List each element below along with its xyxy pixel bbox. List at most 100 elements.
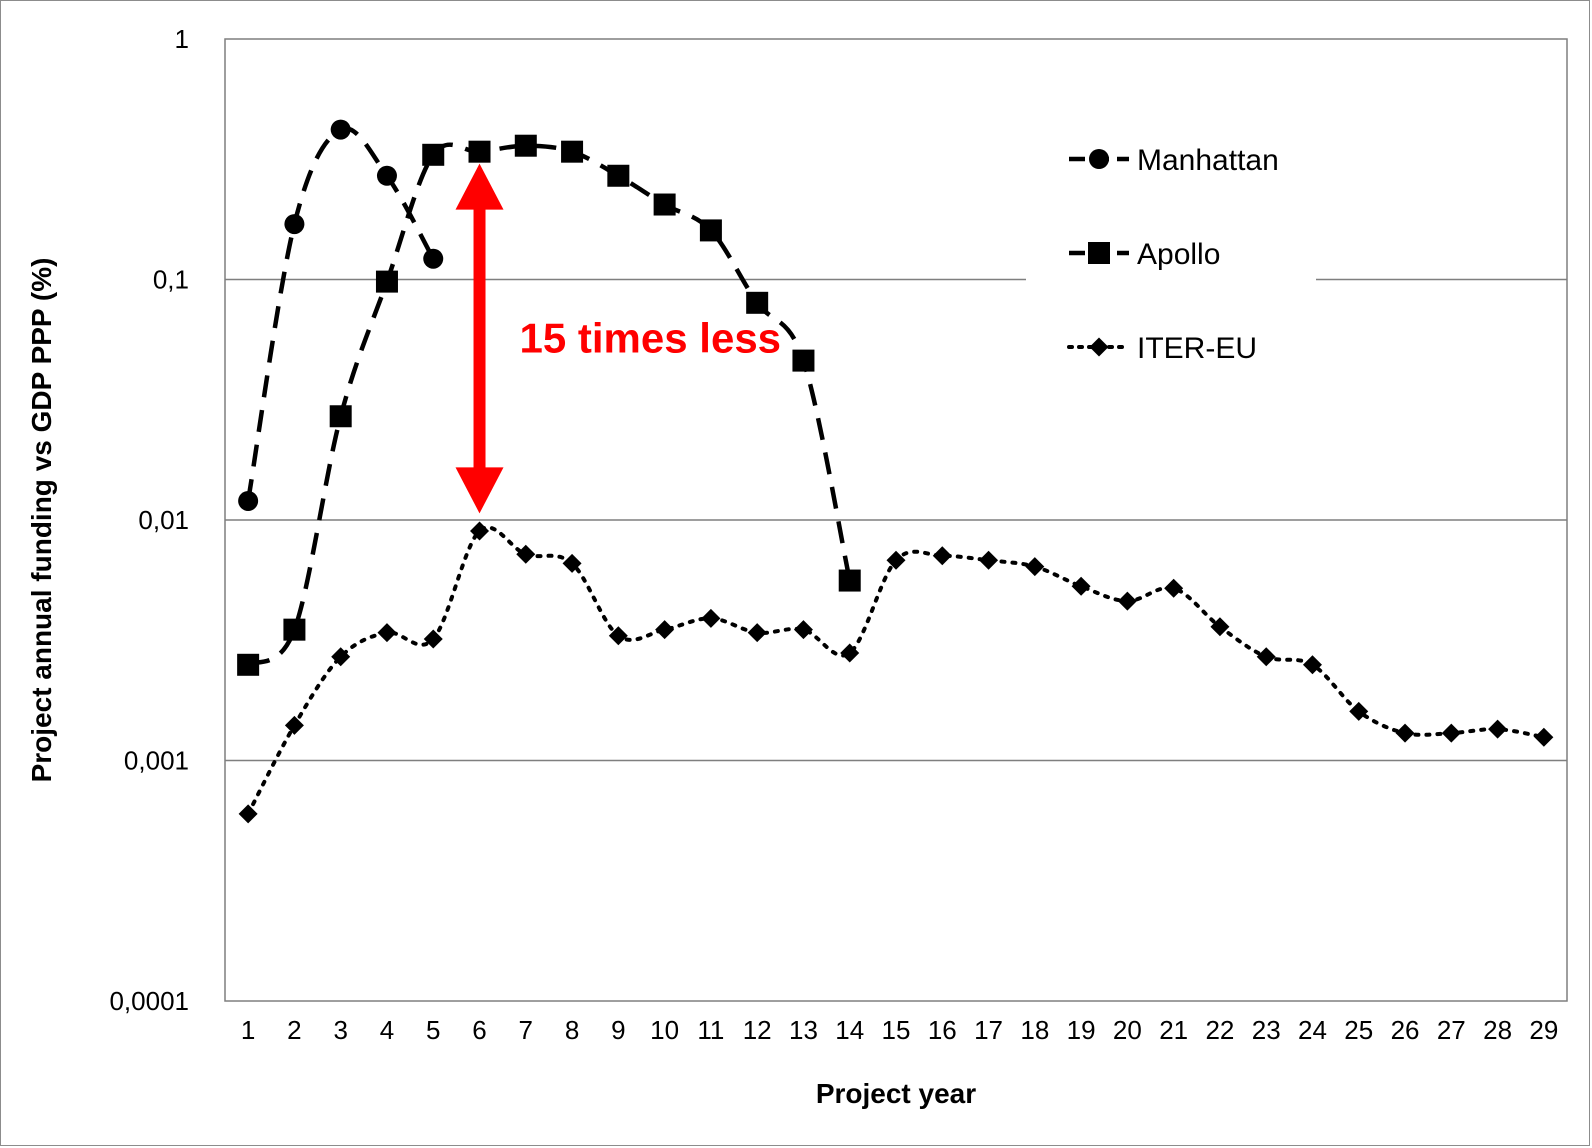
x-tick-label: 16 (928, 1015, 957, 1045)
annotation: 15 times less (455, 163, 782, 514)
x-tick-label: 25 (1344, 1015, 1373, 1045)
data-point-iter-eu (423, 629, 443, 649)
data-point-iter-eu (932, 546, 952, 566)
series-line-manhattan (245, 126, 436, 502)
y-tick-label: 0,001 (124, 746, 189, 776)
data-point-iter-eu (516, 544, 536, 564)
gridlines (225, 278, 1567, 762)
legend-item-iter-eu: ITER-EU (1067, 332, 1257, 365)
x-tick-label: 12 (743, 1015, 772, 1045)
legend: Manhattan Apollo ITER-EU (1026, 113, 1316, 393)
y-tick-label: 0,0001 (109, 986, 189, 1016)
x-tick-label: 10 (650, 1015, 679, 1045)
legend-label: Apollo (1137, 238, 1220, 271)
data-point-iter-eu (1164, 578, 1184, 598)
y-tick-label: 0,1 (153, 265, 189, 295)
x-tick-label: 18 (1020, 1015, 1049, 1045)
series-manhattan (238, 119, 444, 511)
x-tick-label: 3 (333, 1015, 347, 1045)
x-tick-label: 4 (380, 1015, 394, 1045)
data-point-iter-eu (1071, 576, 1091, 596)
data-point-iter-eu (701, 608, 721, 628)
x-tick-label: 7 (519, 1015, 533, 1045)
x-tick-label: 11 (697, 1015, 724, 1045)
data-point-iter-eu (1210, 617, 1230, 637)
annotation-arrow-head-bottom (455, 467, 504, 514)
data-point-iter-eu (1025, 557, 1045, 577)
data-point-iter-eu (840, 643, 860, 663)
x-tick-label: 2 (287, 1015, 301, 1045)
data-point-apollo (653, 193, 676, 216)
data-point-apollo (375, 270, 398, 293)
data-point-iter-eu (377, 623, 397, 643)
data-point-apollo (838, 569, 861, 592)
data-point-iter-eu (1302, 655, 1322, 675)
data-point-manhattan (284, 214, 305, 235)
data-point-iter-eu (1441, 723, 1461, 743)
data-point-apollo (607, 164, 630, 187)
x-tick-label: 22 (1205, 1015, 1234, 1045)
x-tick-label: 23 (1252, 1015, 1281, 1045)
x-tick-label: 14 (835, 1015, 864, 1045)
data-point-iter-eu (1256, 647, 1276, 667)
x-tick-label: 29 (1529, 1015, 1558, 1045)
x-tick-label: 28 (1483, 1015, 1512, 1045)
data-point-apollo (514, 134, 537, 157)
x-tick-label: 19 (1067, 1015, 1096, 1045)
legend-label: Manhattan (1137, 144, 1279, 177)
x-tick-label: 9 (611, 1015, 625, 1045)
x-tick-label: 26 (1391, 1015, 1420, 1045)
data-point-apollo (468, 140, 491, 163)
data-point-iter-eu (655, 620, 675, 640)
data-point-iter-eu (562, 553, 582, 573)
data-point-iter-eu (793, 620, 813, 640)
x-tick-labels: 1 2 3 4 5 6 7 8 9 10 11 12 13 14 15 16 17 18 19 20 21 22 23 24 2… (241, 1015, 1558, 1045)
y-tick-label: 0,01 (138, 505, 189, 535)
annotation-arrow-head-top (455, 163, 504, 210)
x-tick-label: 20 (1113, 1015, 1142, 1045)
data-point-iter-eu (1534, 727, 1554, 747)
data-point-iter-eu (608, 626, 628, 646)
y-axis-title: Project annual funding vs GDP PPP (%) (26, 258, 57, 783)
data-point-apollo (329, 405, 352, 428)
data-point-apollo (699, 219, 722, 242)
y-tick-labels: 1 0,1 0,01 0,001 0,0001 (109, 24, 189, 1016)
data-point-manhattan (376, 165, 397, 186)
x-tick-label: 6 (472, 1015, 486, 1045)
data-point-iter-eu (1349, 701, 1369, 721)
legend-marker (1089, 337, 1109, 357)
series-apollo (237, 134, 861, 676)
data-point-manhattan (423, 248, 444, 269)
legend-marker (1088, 242, 1110, 264)
data-point-manhattan (330, 119, 351, 140)
legend-item-manhattan: Manhattan (1069, 144, 1279, 177)
series-layer (237, 119, 1554, 824)
data-point-apollo (746, 291, 769, 314)
legend-item-apollo: Apollo (1069, 238, 1220, 271)
data-point-apollo (237, 653, 260, 676)
data-point-iter-eu (1395, 723, 1415, 743)
data-point-iter-eu (1117, 591, 1137, 611)
data-point-iter-eu (747, 623, 767, 643)
data-point-iter-eu (886, 550, 906, 570)
data-point-apollo (422, 143, 445, 166)
x-axis-title: Project year (816, 1078, 976, 1109)
x-tick-label: 27 (1437, 1015, 1466, 1045)
data-point-iter-eu (284, 715, 304, 735)
series-iter-eu (238, 521, 1554, 824)
x-tick-label: 13 (789, 1015, 818, 1045)
x-tick-label: 17 (974, 1015, 1003, 1045)
data-point-iter-eu (1488, 719, 1508, 739)
data-point-iter-eu (238, 804, 258, 824)
y-tick-label: 1 (175, 24, 189, 54)
series-line-iter-eu (246, 525, 1546, 816)
data-point-iter-eu (979, 550, 999, 570)
data-point-apollo (792, 349, 815, 372)
x-tick-label: 5 (426, 1015, 440, 1045)
data-point-manhattan (238, 490, 259, 511)
x-tick-label: 8 (565, 1015, 579, 1045)
data-point-iter-eu (470, 521, 490, 541)
annotation-text: 15 times less (520, 315, 782, 362)
legend-marker (1089, 149, 1109, 169)
